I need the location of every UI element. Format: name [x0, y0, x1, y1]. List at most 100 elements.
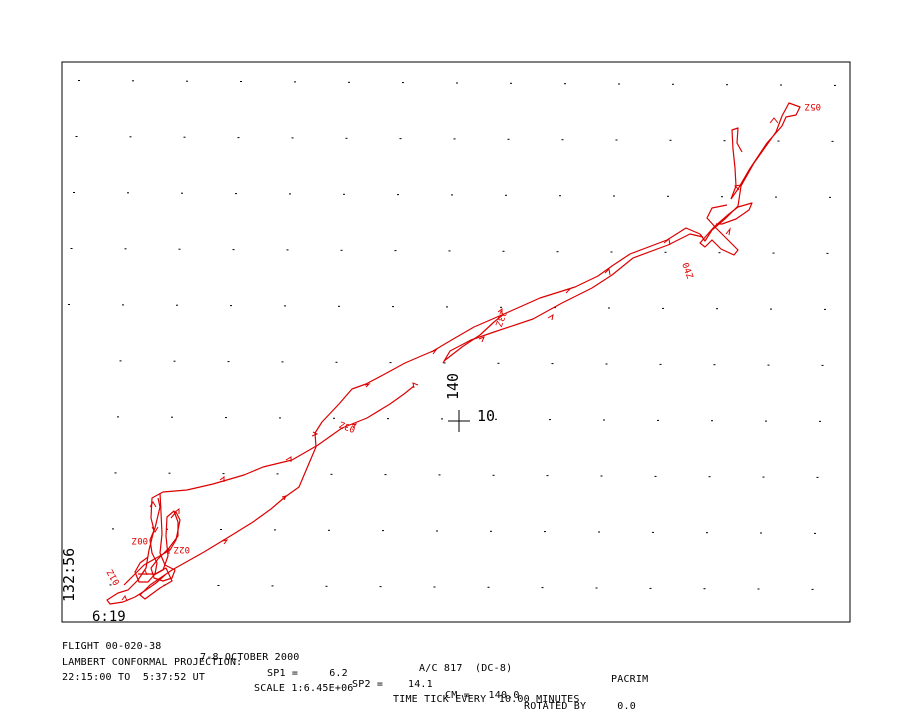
- standard-parallel-1: SP1 = 6.2: [267, 668, 348, 679]
- graticule-dot: [399, 138, 402, 140]
- graticule-dot: [546, 475, 549, 477]
- graticule-dot: [68, 304, 70, 305]
- graticule-dot: [613, 195, 615, 197]
- central-meridian: CM = 140.0: [445, 690, 520, 701]
- graticule-dot: [497, 362, 500, 364]
- graticule-dot: [217, 585, 220, 586]
- graticule-dot: [556, 251, 559, 253]
- graticule-dot: [338, 305, 340, 307]
- corner-lat-label: 6:19: [92, 609, 126, 625]
- graticule-dot: [765, 420, 767, 422]
- graticule-dot: [600, 475, 603, 477]
- graticule-dot: [394, 250, 397, 252]
- flight-date: 7-8 OCTOBER 2000: [200, 652, 300, 663]
- graticule-dot: [505, 194, 507, 196]
- graticule-dot: [291, 137, 294, 139]
- flight-id: FLIGHT 00-020-38: [62, 641, 162, 652]
- graticule-dot: [667, 195, 669, 197]
- graticule-dot: [220, 529, 222, 530]
- graticule-dot: [718, 252, 721, 254]
- graticule-dot: [176, 304, 178, 306]
- graticule-dot: [780, 84, 782, 86]
- graticule-dot: [109, 584, 112, 586]
- graticule-dot: [757, 588, 760, 590]
- time-label-23z: 23Z: [492, 309, 507, 328]
- graticule-dot: [129, 136, 132, 138]
- graticule-dot: [711, 420, 713, 422]
- graticule-dot: [325, 585, 328, 587]
- graticule-dot: [281, 361, 284, 363]
- graticule-dot: [340, 249, 343, 251]
- graticule-dot: [767, 364, 770, 366]
- graticule-dot: [183, 136, 186, 138]
- flight-track: [106, 102, 801, 605]
- graticule-dot: [166, 528, 168, 530]
- graticule-dot: [438, 474, 441, 476]
- graticule-dot: [814, 532, 816, 534]
- graticule-dot: [708, 476, 711, 478]
- graticule-dot: [271, 585, 274, 587]
- graticule-dot: [343, 193, 345, 195]
- graticule-dot: [186, 80, 188, 82]
- graticule-dot: [112, 528, 114, 530]
- time-range: 22:15:00 TO 5:37:52 UT: [62, 672, 206, 683]
- graticule-dot: [502, 250, 505, 252]
- time-label-03z: 03Z: [338, 418, 357, 433]
- graticule-dot: [603, 419, 605, 421]
- graticule-dot: [227, 361, 230, 363]
- time-label-02z: 02Z: [173, 544, 190, 554]
- graticule-dot: [433, 586, 436, 588]
- graticule-dot: [816, 476, 819, 478]
- graticule-dot: [664, 251, 667, 253]
- graticule-dot: [605, 363, 608, 365]
- graticule-dot: [723, 140, 726, 142]
- graticule-dot: [775, 196, 777, 198]
- graticule-dot: [286, 249, 289, 251]
- graticule-dot: [554, 307, 556, 309]
- graticule-dot: [171, 416, 173, 418]
- graticule-dots: [68, 80, 836, 590]
- graticule-dot: [598, 531, 600, 533]
- graticule-dot: [826, 252, 829, 254]
- graticule-dot: [662, 307, 664, 309]
- graticule-dot: [402, 82, 404, 84]
- graticule-dot: [495, 418, 497, 420]
- graticule-dot: [124, 248, 127, 250]
- graticule-dot: [114, 472, 117, 474]
- graticule-dot: [284, 305, 286, 307]
- graticule-dot: [608, 307, 610, 309]
- graticule-dot: [760, 532, 762, 534]
- graticule-dot: [492, 474, 495, 476]
- graticule-dot: [446, 306, 448, 308]
- graticule-dot: [384, 474, 387, 476]
- graticule-dot: [379, 586, 382, 588]
- graticule-dot: [443, 362, 446, 364]
- graticule-dot: [168, 472, 171, 474]
- graticule-dot: [328, 529, 330, 531]
- graticule-dot: [397, 194, 399, 196]
- corner-lon-label: 132:56: [60, 548, 78, 602]
- graticule-dot: [777, 140, 780, 142]
- graticule-dot: [657, 419, 659, 421]
- graticule-dot: [78, 80, 80, 81]
- standard-parallel-2: SP2 = 14.1: [352, 679, 433, 690]
- graticule-dot: [726, 84, 728, 86]
- graticule-dot: [772, 252, 775, 254]
- graticule-dot: [348, 81, 350, 83]
- time-tick-interval: TIME TICK EVERY 10.00 MINUTES: [393, 694, 580, 705]
- graticule-dot: [333, 417, 335, 419]
- graticule-dot: [441, 418, 443, 420]
- graticule-dot: [436, 530, 438, 532]
- graticule-dot: [235, 193, 237, 195]
- project-name: PACRIM: [611, 674, 649, 685]
- graticule-dot: [551, 363, 554, 365]
- graticule-dot: [561, 139, 564, 141]
- graticule-dot: [75, 136, 78, 137]
- graticule-dot: [456, 82, 458, 84]
- graticule-dot: [544, 531, 546, 533]
- graticule-dot: [821, 364, 824, 366]
- center-crosshair: [448, 410, 470, 432]
- graticule-dot: [294, 81, 296, 83]
- aircraft-id: A/C 817 (DC-8): [419, 663, 513, 674]
